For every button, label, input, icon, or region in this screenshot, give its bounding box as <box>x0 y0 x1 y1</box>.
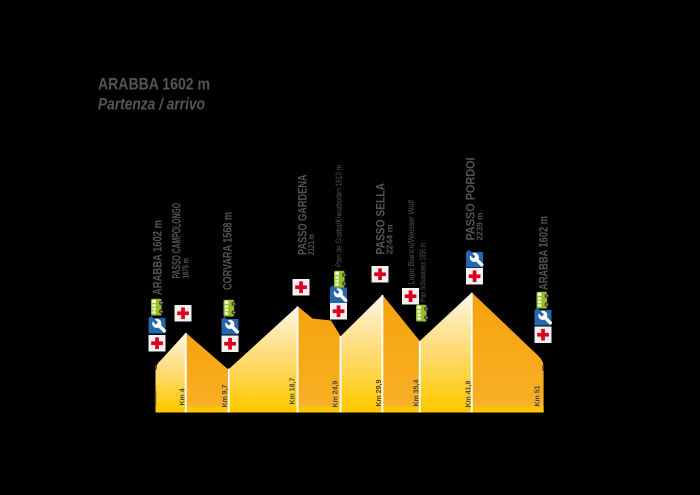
svg-text:Km 4: Km 4 <box>179 388 186 405</box>
svg-text:PASSO CAMPOLONGO: PASSO CAMPOLONGO <box>170 203 184 279</box>
svg-text:Km 18,7: Km 18,7 <box>290 378 297 405</box>
svg-text:ARABBA 1602 m: ARABBA 1602 m <box>151 220 165 295</box>
svg-text:ARABBA 1602 m: ARABBA 1602 m <box>98 76 210 94</box>
svg-text:PASSO SELLA: PASSO SELLA <box>374 183 388 255</box>
svg-text:Partenza / arrivo: Partenza / arrivo <box>98 96 205 114</box>
svg-text:Km 51: Km 51 <box>535 385 542 406</box>
svg-text:Km 29,9: Km 29,9 <box>376 380 383 407</box>
svg-text:ARABBA 1602 m: ARABBA 1602 m <box>537 216 551 290</box>
svg-text:2239 m: 2239 m <box>475 212 485 240</box>
svg-text:2244 m: 2244 m <box>385 224 395 254</box>
svg-text:Plan de Gralba/Kreuzboden 1813: Plan de Gralba/Kreuzboden 1813 m <box>335 165 344 267</box>
svg-text:CORVARA 1568 m: CORVARA 1568 m <box>221 212 235 290</box>
svg-text:Lupo Bianco/Weisser Wolf: Lupo Bianco/Weisser Wolf <box>407 199 416 284</box>
svg-text:1875 m: 1875 m <box>181 258 191 279</box>
svg-text:PASSO PORDOI: PASSO PORDOI <box>464 158 478 241</box>
svg-text:Pian Schiavaneis 1856 m: Pian Schiavaneis 1856 m <box>419 243 428 302</box>
svg-text:Km 24,9: Km 24,9 <box>333 381 340 408</box>
svg-text:PASSO GARDENA: PASSO GARDENA <box>296 174 310 255</box>
svg-text:2121 m: 2121 m <box>306 234 316 255</box>
svg-text:Km 35,4: Km 35,4 <box>413 380 420 407</box>
svg-text:Km 9,7: Km 9,7 <box>222 384 229 407</box>
svg-text:Km 41,8: Km 41,8 <box>465 381 472 408</box>
